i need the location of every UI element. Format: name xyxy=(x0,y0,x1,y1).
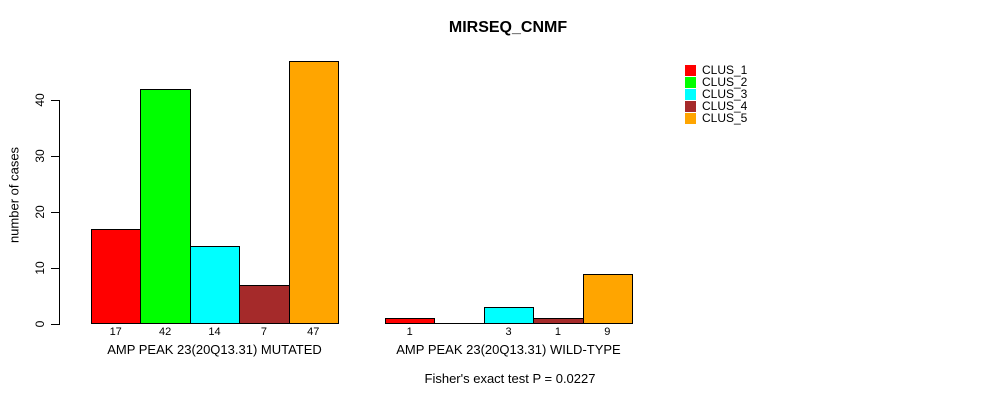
legend-swatch-icon xyxy=(685,64,696,76)
legend-item: CLUS_1 xyxy=(685,64,747,76)
y-tick-label: 20 xyxy=(33,205,47,219)
legend-swatch-icon xyxy=(685,100,696,112)
legend-label: CLUS_2 xyxy=(702,75,748,89)
y-axis-line xyxy=(59,100,60,325)
legend-item: CLUS_2 xyxy=(685,76,747,88)
bar-value-label: 42 xyxy=(158,326,172,338)
fisher-test-annotation: Fisher's exact test P = 0.0227 xyxy=(424,371,596,386)
legend-label: CLUS_4 xyxy=(702,99,748,113)
bar-value-label: 3 xyxy=(505,326,512,338)
bar-clus_3 xyxy=(484,307,534,324)
group-label: AMP PEAK 23(20Q13.31) MUTATED xyxy=(107,342,322,357)
y-axis-title: number of cases xyxy=(6,146,22,244)
group-label: AMP PEAK 23(20Q13.31) WILD-TYPE xyxy=(396,342,621,357)
y-tick xyxy=(51,212,59,213)
legend: CLUS_1 CLUS_2 CLUS_3 CLUS_4 CLUS_5 xyxy=(685,64,747,124)
bar-clus_5 xyxy=(289,61,339,324)
y-tick-label: 30 xyxy=(33,149,47,163)
legend-item: CLUS_4 xyxy=(685,100,747,112)
legend-item: CLUS_3 xyxy=(685,88,747,100)
bar-clus_2-zero xyxy=(434,323,485,324)
bar-value-label: 14 xyxy=(208,326,221,338)
bar-clus_1 xyxy=(385,318,435,324)
y-tick xyxy=(51,324,59,325)
y-tick-label: 40 xyxy=(33,93,47,107)
legend-label: CLUS_3 xyxy=(702,87,748,101)
y-tick xyxy=(51,268,59,269)
bar-value-label: 17 xyxy=(109,326,122,338)
chart-title: MIRSEQ_CNMF xyxy=(448,19,568,36)
y-tick-label: 0 xyxy=(33,320,47,328)
y-tick xyxy=(51,100,59,101)
y-tick-label: 10 xyxy=(33,261,47,275)
bar-clus_1 xyxy=(91,229,141,324)
legend-swatch-icon xyxy=(685,76,696,88)
legend-label: CLUS_1 xyxy=(702,63,748,77)
legend-swatch-icon xyxy=(685,88,696,100)
bar-value-label: 9 xyxy=(604,326,611,338)
legend-item: CLUS_5 xyxy=(685,112,747,124)
bar-clus_5 xyxy=(583,274,633,324)
bar-value-label: 47 xyxy=(307,326,320,338)
bar-clus_2 xyxy=(140,89,191,324)
legend-swatch-icon xyxy=(685,112,696,124)
bar-value-label: 7 xyxy=(260,326,267,338)
legend-label: CLUS_5 xyxy=(702,111,748,125)
bar-value-label: 1 xyxy=(406,326,413,338)
bar-clus_4 xyxy=(533,318,584,324)
bar-value-label: 1 xyxy=(554,326,561,338)
bar-clus_3 xyxy=(190,246,240,324)
bar-clus_4 xyxy=(239,285,290,324)
y-tick xyxy=(51,156,59,157)
